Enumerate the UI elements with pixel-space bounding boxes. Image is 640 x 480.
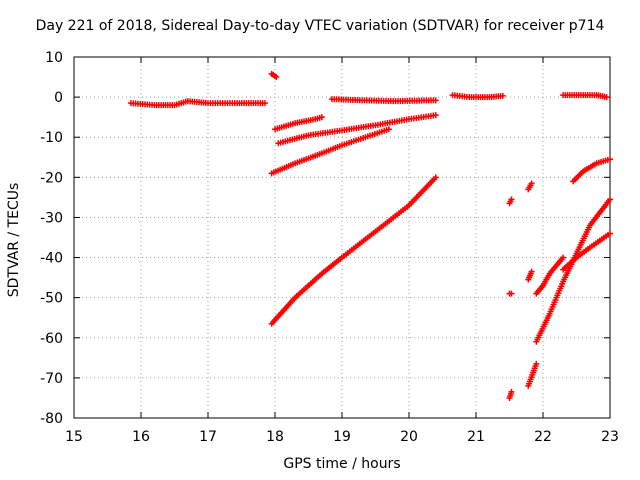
- data-point: [261, 100, 268, 107]
- y-tick-label: 10: [45, 50, 63, 66]
- data-point: [528, 268, 535, 275]
- data-point: [560, 254, 567, 261]
- data-series: [328, 96, 439, 105]
- y-tick-label: -20: [40, 170, 63, 186]
- data-series: [560, 230, 613, 273]
- x-tick-label: 20: [400, 429, 418, 445]
- data-point: [603, 94, 610, 101]
- x-tick-label: 19: [333, 429, 351, 445]
- data-series: [127, 98, 268, 109]
- x-axis-label: GPS time / hours: [283, 456, 401, 472]
- data-point: [533, 360, 540, 367]
- y-axis-label: SDTVAR / TECUs: [6, 182, 22, 298]
- x-tick-label: 15: [65, 429, 83, 445]
- data-point: [273, 74, 280, 81]
- x-tick-label: 16: [132, 429, 150, 445]
- data-series: [525, 360, 540, 389]
- y-tick-label: -30: [40, 210, 63, 226]
- data-series: [268, 126, 392, 177]
- data-point: [508, 388, 515, 395]
- x-tick-label: 17: [199, 429, 217, 445]
- data-series: [449, 92, 506, 101]
- data-point: [607, 230, 613, 237]
- y-tick-label: -40: [40, 251, 63, 267]
- data-point: [508, 196, 515, 203]
- data-point: [432, 174, 439, 181]
- x-tick-label: 21: [467, 429, 485, 445]
- data-series: [506, 196, 515, 207]
- data-series: [570, 156, 613, 185]
- data-series: [533, 196, 613, 345]
- data-series: [268, 70, 280, 81]
- data-point: [508, 290, 515, 297]
- y-tick-label: -10: [40, 130, 63, 146]
- y-tick-label: -60: [40, 331, 63, 347]
- data-point: [607, 196, 613, 203]
- x-tick-label: 18: [266, 429, 284, 445]
- data-point: [432, 97, 439, 104]
- y-tick-label: 0: [54, 90, 63, 106]
- y-tick-label: -50: [40, 291, 63, 307]
- x-tick-label: 22: [534, 429, 552, 445]
- data-series: [525, 180, 535, 193]
- data-series: [533, 254, 567, 297]
- data-series: [560, 92, 610, 101]
- data-point: [432, 112, 439, 119]
- data-series: [275, 112, 439, 147]
- y-tick-label: -70: [40, 371, 63, 387]
- data-point: [318, 114, 325, 121]
- data-series: [506, 290, 515, 297]
- chart-title: Day 221 of 2018, Sidereal Day-to-day VTE…: [35, 18, 605, 34]
- data-point: [499, 92, 506, 99]
- data-point: [607, 156, 613, 163]
- data-series: [506, 388, 515, 401]
- data-series: [272, 114, 325, 133]
- data-point: [385, 126, 392, 133]
- y-tick-label: -80: [40, 411, 63, 427]
- data-series: [525, 268, 535, 283]
- x-tick-label: 23: [601, 429, 619, 445]
- data-series: [268, 174, 439, 327]
- data-point: [528, 180, 535, 187]
